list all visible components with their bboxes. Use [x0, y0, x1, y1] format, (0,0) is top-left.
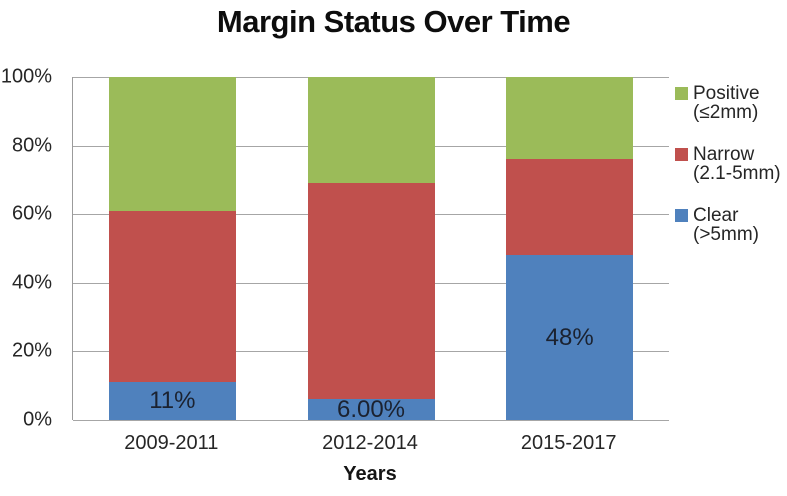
bar-segment-clear — [506, 255, 634, 420]
y-axis-tick-label: 20% — [11, 339, 52, 362]
legend-swatch — [675, 209, 688, 222]
data-label: 11% — [149, 387, 196, 415]
data-label: 6.00% — [336, 395, 406, 423]
legend-swatch — [675, 87, 688, 100]
legend-item: Narrow (2.1-5mm) — [675, 145, 781, 183]
legend-label: Narrow (2.1-5mm) — [693, 144, 781, 184]
legend-item: Clear (>5mm) — [675, 206, 781, 244]
x-axis-title: Years — [343, 463, 397, 485]
bar-segment-positive — [506, 77, 634, 160]
bar-segment-clear — [108, 382, 236, 420]
bar: 6.00% — [307, 77, 435, 423]
y-axis-tick-label: 80% — [11, 134, 52, 157]
bar-segment-narrow — [108, 210, 236, 383]
bar: 11% — [108, 77, 236, 420]
gridline — [73, 420, 669, 421]
legend-swatch — [675, 148, 688, 161]
legend-item: Positive (≤2mm) — [675, 84, 781, 122]
y-axis-tick-label: 100% — [0, 65, 52, 88]
data-label: 48% — [545, 323, 594, 351]
legend-label: Clear (>5mm) — [693, 205, 759, 245]
x-axis-category-label: 2012-2014 — [322, 432, 418, 454]
bar-segment-positive — [108, 77, 236, 211]
y-axis-tick-label: 60% — [11, 202, 52, 225]
bar-segment-narrow — [307, 183, 435, 400]
x-axis-category-label: 2015-2017 — [520, 432, 617, 454]
x-axis-category-label: 2009-2011 — [124, 432, 219, 454]
x-axis: 2009-2011 2012-2014 2015-2017 — [72, 432, 668, 458]
chart-title: Margin Status Over Time — [216, 4, 571, 39]
bar: 48% — [506, 77, 634, 420]
y-axis: 0% 20% 40% 60% 80% 100% — [0, 66, 52, 431]
y-axis-tick-label: 0% — [23, 408, 52, 431]
bar-segment-positive — [307, 77, 435, 184]
y-axis-tick-label: 40% — [11, 271, 52, 294]
plot-area: 11% 6.00% 48% — [72, 77, 669, 423]
bar-segment-clear — [307, 399, 435, 420]
legend: Positive (≤2mm) Narrow (2.1-5mm) Clear (>5mm) — [675, 84, 781, 244]
bar-segment-narrow — [506, 159, 634, 256]
legend-label: Positive (≤2mm) — [693, 83, 760, 123]
